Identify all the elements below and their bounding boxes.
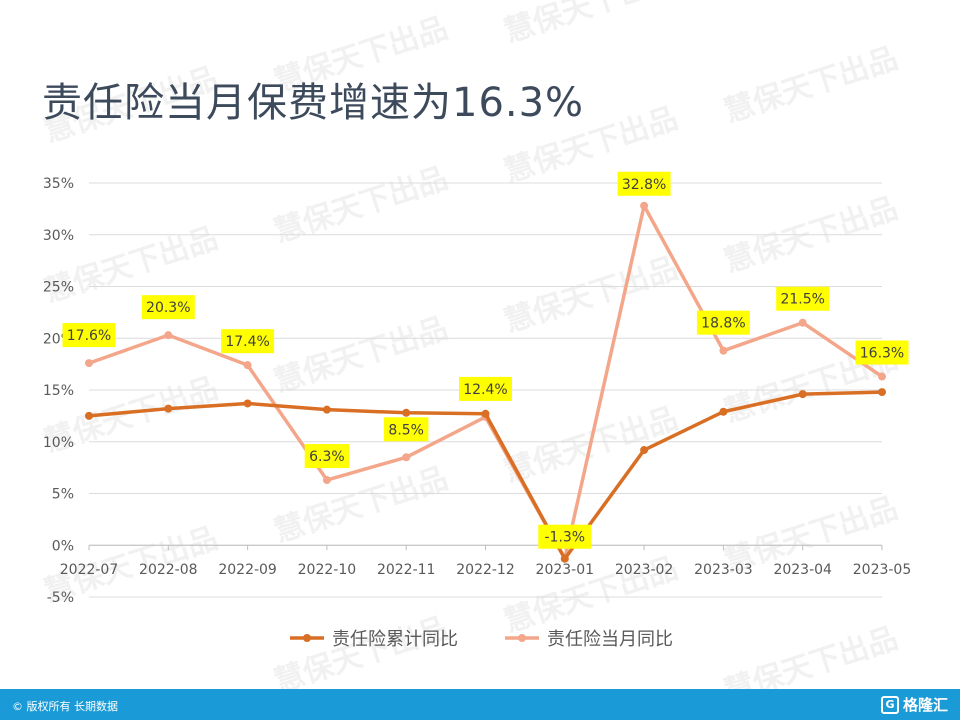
brand-name: 格隆汇 bbox=[902, 696, 948, 714]
data-label: 16.3% bbox=[855, 340, 909, 365]
data-label-text: 32.8% bbox=[622, 177, 666, 193]
data-label-bg bbox=[538, 524, 592, 549]
data-point bbox=[719, 407, 728, 416]
data-label-bg bbox=[776, 286, 830, 311]
data-label-bg bbox=[617, 171, 671, 196]
data-label-bg bbox=[221, 329, 275, 354]
legend-marker bbox=[303, 634, 311, 642]
data-label: 17.6% bbox=[62, 323, 116, 348]
data-label-text: 17.4% bbox=[225, 334, 269, 350]
brand-mark-icon: G bbox=[880, 695, 899, 714]
brand-logo: G 格隆汇 bbox=[880, 694, 948, 715]
data-point bbox=[243, 361, 252, 370]
data-label-text: 12.4% bbox=[463, 382, 507, 398]
y-tick-label: 0% bbox=[52, 538, 74, 554]
data-label-text: 18.8% bbox=[701, 316, 745, 332]
y-tick-label: 30% bbox=[43, 228, 74, 244]
x-tick-label: 2022-07 bbox=[60, 562, 119, 578]
data-label-bg bbox=[459, 376, 512, 401]
data-label-text: 20.3% bbox=[146, 300, 190, 316]
data-point bbox=[243, 399, 252, 408]
data-point bbox=[164, 404, 173, 413]
y-tick-label: 10% bbox=[43, 435, 74, 451]
footer-bar: © 版权所有 长期数据 G 格隆汇 bbox=[0, 689, 960, 720]
data-point bbox=[402, 453, 411, 462]
x-axis: 2022-07 2022-08 2022-09 2022-10 2022-11 2022-… bbox=[60, 545, 912, 578]
legend-label: 责任险当月同比 bbox=[547, 629, 673, 650]
data-point bbox=[322, 476, 331, 485]
data-point bbox=[164, 331, 173, 340]
data-point bbox=[402, 408, 411, 417]
data-label: 6.3% bbox=[304, 444, 350, 469]
x-tick-label: 2023-03 bbox=[694, 562, 753, 578]
data-point bbox=[640, 446, 649, 455]
series-layer bbox=[85, 201, 886, 563]
copyright-text: © 版权所有 长期数据 bbox=[12, 700, 118, 713]
x-tick-label: 2023-05 bbox=[853, 562, 912, 578]
x-tick-label: 2022-11 bbox=[377, 562, 436, 578]
y-axis: 35%30%25%20%15%10%5%0%-5% bbox=[43, 176, 74, 606]
chart: 35%30%25%20%15%10%5%0%-5% 2022-07 2022-08… bbox=[43, 171, 912, 650]
data-point bbox=[560, 554, 569, 563]
data-label: 17.4% bbox=[221, 329, 275, 354]
x-tick-label: 2022-12 bbox=[456, 562, 515, 578]
x-tick-label: 2023-02 bbox=[615, 562, 674, 578]
data-label: 8.5% bbox=[384, 417, 429, 442]
data-point bbox=[322, 405, 331, 414]
data-labels: 17.6% 20.3% 17.4% 6.3% 8.5% 12.4% -1.3% 32.8% 18… bbox=[62, 171, 909, 549]
x-tick-label: 2022-10 bbox=[298, 562, 357, 578]
data-label-text: 8.5% bbox=[388, 422, 424, 438]
data-label-bg bbox=[855, 340, 909, 365]
data-label-text: 21.5% bbox=[780, 292, 824, 308]
y-tick-label: -5% bbox=[47, 590, 74, 606]
data-label-bg bbox=[304, 444, 350, 469]
data-label-text: 6.3% bbox=[309, 449, 345, 465]
y-tick-label: 25% bbox=[43, 280, 74, 296]
x-tick-label: 2023-01 bbox=[536, 562, 595, 578]
legend-label: 责任险累计同比 bbox=[332, 629, 458, 650]
data-label-bg bbox=[62, 323, 116, 348]
data-label-text: 16.3% bbox=[860, 346, 904, 362]
legend-marker bbox=[518, 634, 526, 642]
data-point bbox=[798, 390, 807, 399]
y-tick-label: 15% bbox=[43, 383, 74, 399]
x-tick-label: 2022-09 bbox=[218, 562, 277, 578]
y-tick-label: 35% bbox=[43, 176, 74, 192]
page-title: 责任险当月保费增速为16.3% bbox=[42, 80, 585, 126]
x-tick-label: 2022-08 bbox=[139, 562, 198, 578]
data-label: 12.4% bbox=[459, 376, 512, 401]
data-label: 20.3% bbox=[141, 295, 195, 320]
data-label-bg bbox=[384, 417, 429, 442]
data-point bbox=[878, 388, 886, 397]
data-label-text: -1.3% bbox=[544, 530, 585, 546]
y-tick-label: 5% bbox=[52, 487, 74, 503]
data-label: -1.3% bbox=[538, 524, 592, 549]
data-point bbox=[85, 411, 93, 420]
data-point bbox=[640, 201, 649, 210]
data-label: 21.5% bbox=[776, 286, 830, 311]
data-label-bg bbox=[696, 310, 750, 335]
data-point bbox=[481, 409, 490, 418]
data-point bbox=[798, 318, 807, 327]
legend: 责任险累计同比 责任险当月同比 bbox=[290, 629, 673, 650]
data-label-text: 17.6% bbox=[67, 328, 111, 344]
data-point bbox=[878, 372, 886, 381]
data-label-bg bbox=[141, 295, 195, 320]
data-point bbox=[719, 346, 728, 355]
data-point bbox=[85, 359, 93, 368]
x-tick-label: 2023-04 bbox=[773, 562, 832, 578]
data-label: 18.8% bbox=[696, 310, 750, 335]
data-label: 32.8% bbox=[617, 171, 671, 196]
